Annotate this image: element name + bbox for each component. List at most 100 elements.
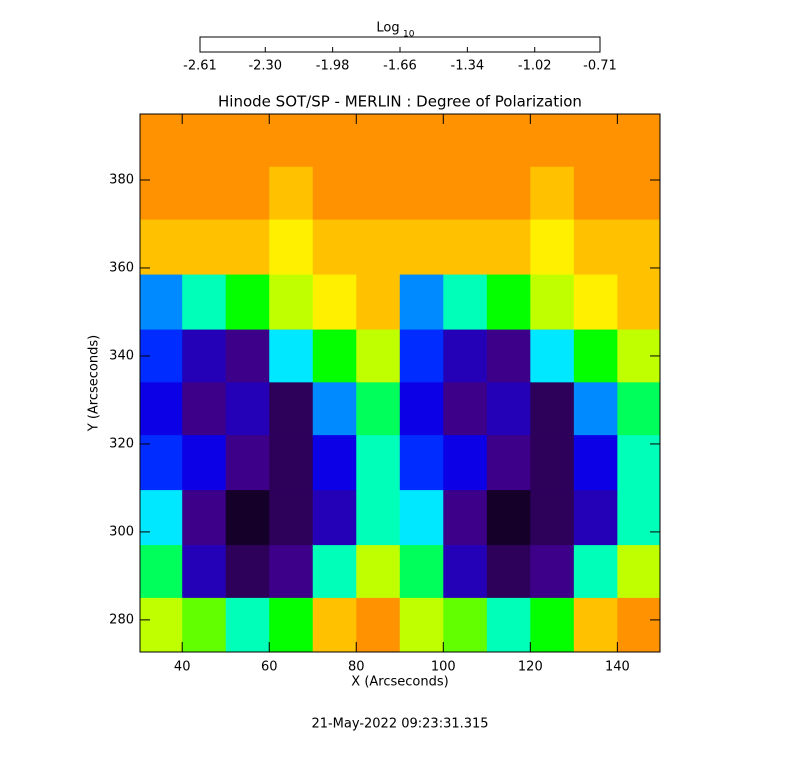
heatmap-cell: [140, 274, 183, 331]
heatmap-cell: [573, 382, 618, 436]
y-axis-label: Y (Arcseconds): [87, 335, 102, 432]
heatmap-cell: [269, 166, 314, 221]
heatmap-cell: [443, 382, 488, 436]
heatmap-cell: [140, 219, 183, 276]
heatmap-cell: [617, 490, 660, 546]
heatmap-cell: [356, 382, 401, 436]
heatmap: [140, 114, 660, 652]
heatmap-cell: [312, 490, 357, 546]
heatmap-cell: [617, 166, 660, 221]
heatmap-cell: [182, 274, 227, 331]
heatmap-cell: [356, 545, 401, 599]
y-tick-label: 320: [109, 436, 134, 451]
heatmap-cell: [182, 597, 227, 652]
heatmap-cell: [225, 382, 270, 436]
heatmap-cell: [399, 597, 444, 652]
colorbar-tick-label: -1.02: [518, 59, 552, 74]
colorbar-tick-label: -2.61: [183, 59, 217, 74]
heatmap-cell: [269, 382, 314, 436]
heatmap-cell: [225, 329, 270, 383]
heatmap-cell: [182, 219, 227, 276]
heatmap-cell: [530, 329, 575, 383]
heatmap-cell: [269, 219, 314, 276]
heatmap-cell: [530, 382, 575, 436]
heatmap-cell: [486, 382, 531, 436]
x-tick-label: 60: [261, 660, 278, 675]
heatmap-cell: [269, 597, 314, 652]
heatmap-cell: [312, 435, 357, 491]
heatmap-cell: [182, 329, 227, 383]
heatmap-cell: [269, 490, 314, 546]
heatmap-cell: [530, 435, 575, 491]
heatmap-cell: [225, 114, 270, 168]
heatmap-cell: [573, 219, 618, 276]
heatmap-cell: [182, 382, 227, 436]
heatmap-cell: [140, 114, 183, 168]
heatmap-cell: [573, 166, 618, 221]
heatmap-cell: [356, 274, 401, 331]
y-tick-label: 340: [109, 348, 134, 363]
heatmap-cell: [356, 219, 401, 276]
heatmap-cell: [399, 219, 444, 276]
heatmap-cell: [530, 166, 575, 221]
heatmap-cell: [269, 545, 314, 599]
heatmap-cell: [312, 597, 357, 652]
heatmap-cell: [443, 490, 488, 546]
colorbar-tick-label: -0.71: [583, 59, 617, 74]
heatmap-cell: [225, 435, 270, 491]
y-tick-label: 280: [109, 612, 134, 627]
heatmap-cell: [182, 114, 227, 168]
heatmap-cell: [486, 114, 531, 168]
x-tick-label: 40: [174, 660, 191, 675]
x-tick-label: 120: [518, 660, 543, 675]
heatmap-cell: [312, 545, 357, 599]
colorbar-title: Log: [376, 21, 399, 36]
heatmap-cell: [399, 435, 444, 491]
heatmap-cell: [399, 382, 444, 436]
heatmap-cell: [617, 545, 660, 599]
heatmap-cell: [443, 435, 488, 491]
heatmap-cell: [486, 219, 531, 276]
x-tick-label: 140: [605, 660, 630, 675]
heatmap-cell: [530, 490, 575, 546]
heatmap-cell: [356, 490, 401, 546]
heatmap-cell: [486, 435, 531, 491]
x-axis-label: X (Arcseconds): [351, 675, 448, 690]
heatmap-cell: [443, 545, 488, 599]
heatmap-cell: [182, 166, 227, 221]
heatmap-cell: [356, 114, 401, 168]
heatmap-cell: [140, 490, 183, 546]
x-tick-label: 100: [431, 660, 456, 675]
heatmap-cell: [573, 597, 618, 652]
heatmap-cell: [312, 114, 357, 168]
colorbar-tick-label: -2.30: [248, 59, 282, 74]
heatmap-cell: [443, 114, 488, 168]
colorbar-tick-label: -1.66: [383, 59, 417, 74]
heatmap-cell: [269, 435, 314, 491]
heatmap-cell: [573, 329, 618, 383]
heatmap-cell: [140, 382, 183, 436]
heatmap-cell: [617, 219, 660, 276]
heatmap-cell: [269, 274, 314, 331]
caption: 21-May-2022 09:23:31.315: [311, 717, 488, 732]
heatmap-cell: [312, 166, 357, 221]
heatmap-cell: [225, 545, 270, 599]
heatmap-cell: [140, 597, 183, 652]
heatmap-cell: [182, 490, 227, 546]
heatmap-cell: [225, 219, 270, 276]
heatmap-cell: [573, 545, 618, 599]
heatmap-cell: [486, 597, 531, 652]
heatmap-cell: [530, 274, 575, 331]
y-tick-label: 360: [109, 260, 134, 275]
heatmap-cell: [140, 545, 183, 599]
colorbar-tick-label: -1.34: [451, 59, 485, 74]
heatmap-cell: [312, 382, 357, 436]
heatmap-cell: [443, 274, 488, 331]
heatmap-cell: [530, 545, 575, 599]
heatmap-cell: [399, 545, 444, 599]
heatmap-cell: [225, 597, 270, 652]
heatmap-cell: [356, 329, 401, 383]
heatmap-cell: [443, 166, 488, 221]
heatmap-cell: [225, 490, 270, 546]
heatmap-cell: [530, 219, 575, 276]
